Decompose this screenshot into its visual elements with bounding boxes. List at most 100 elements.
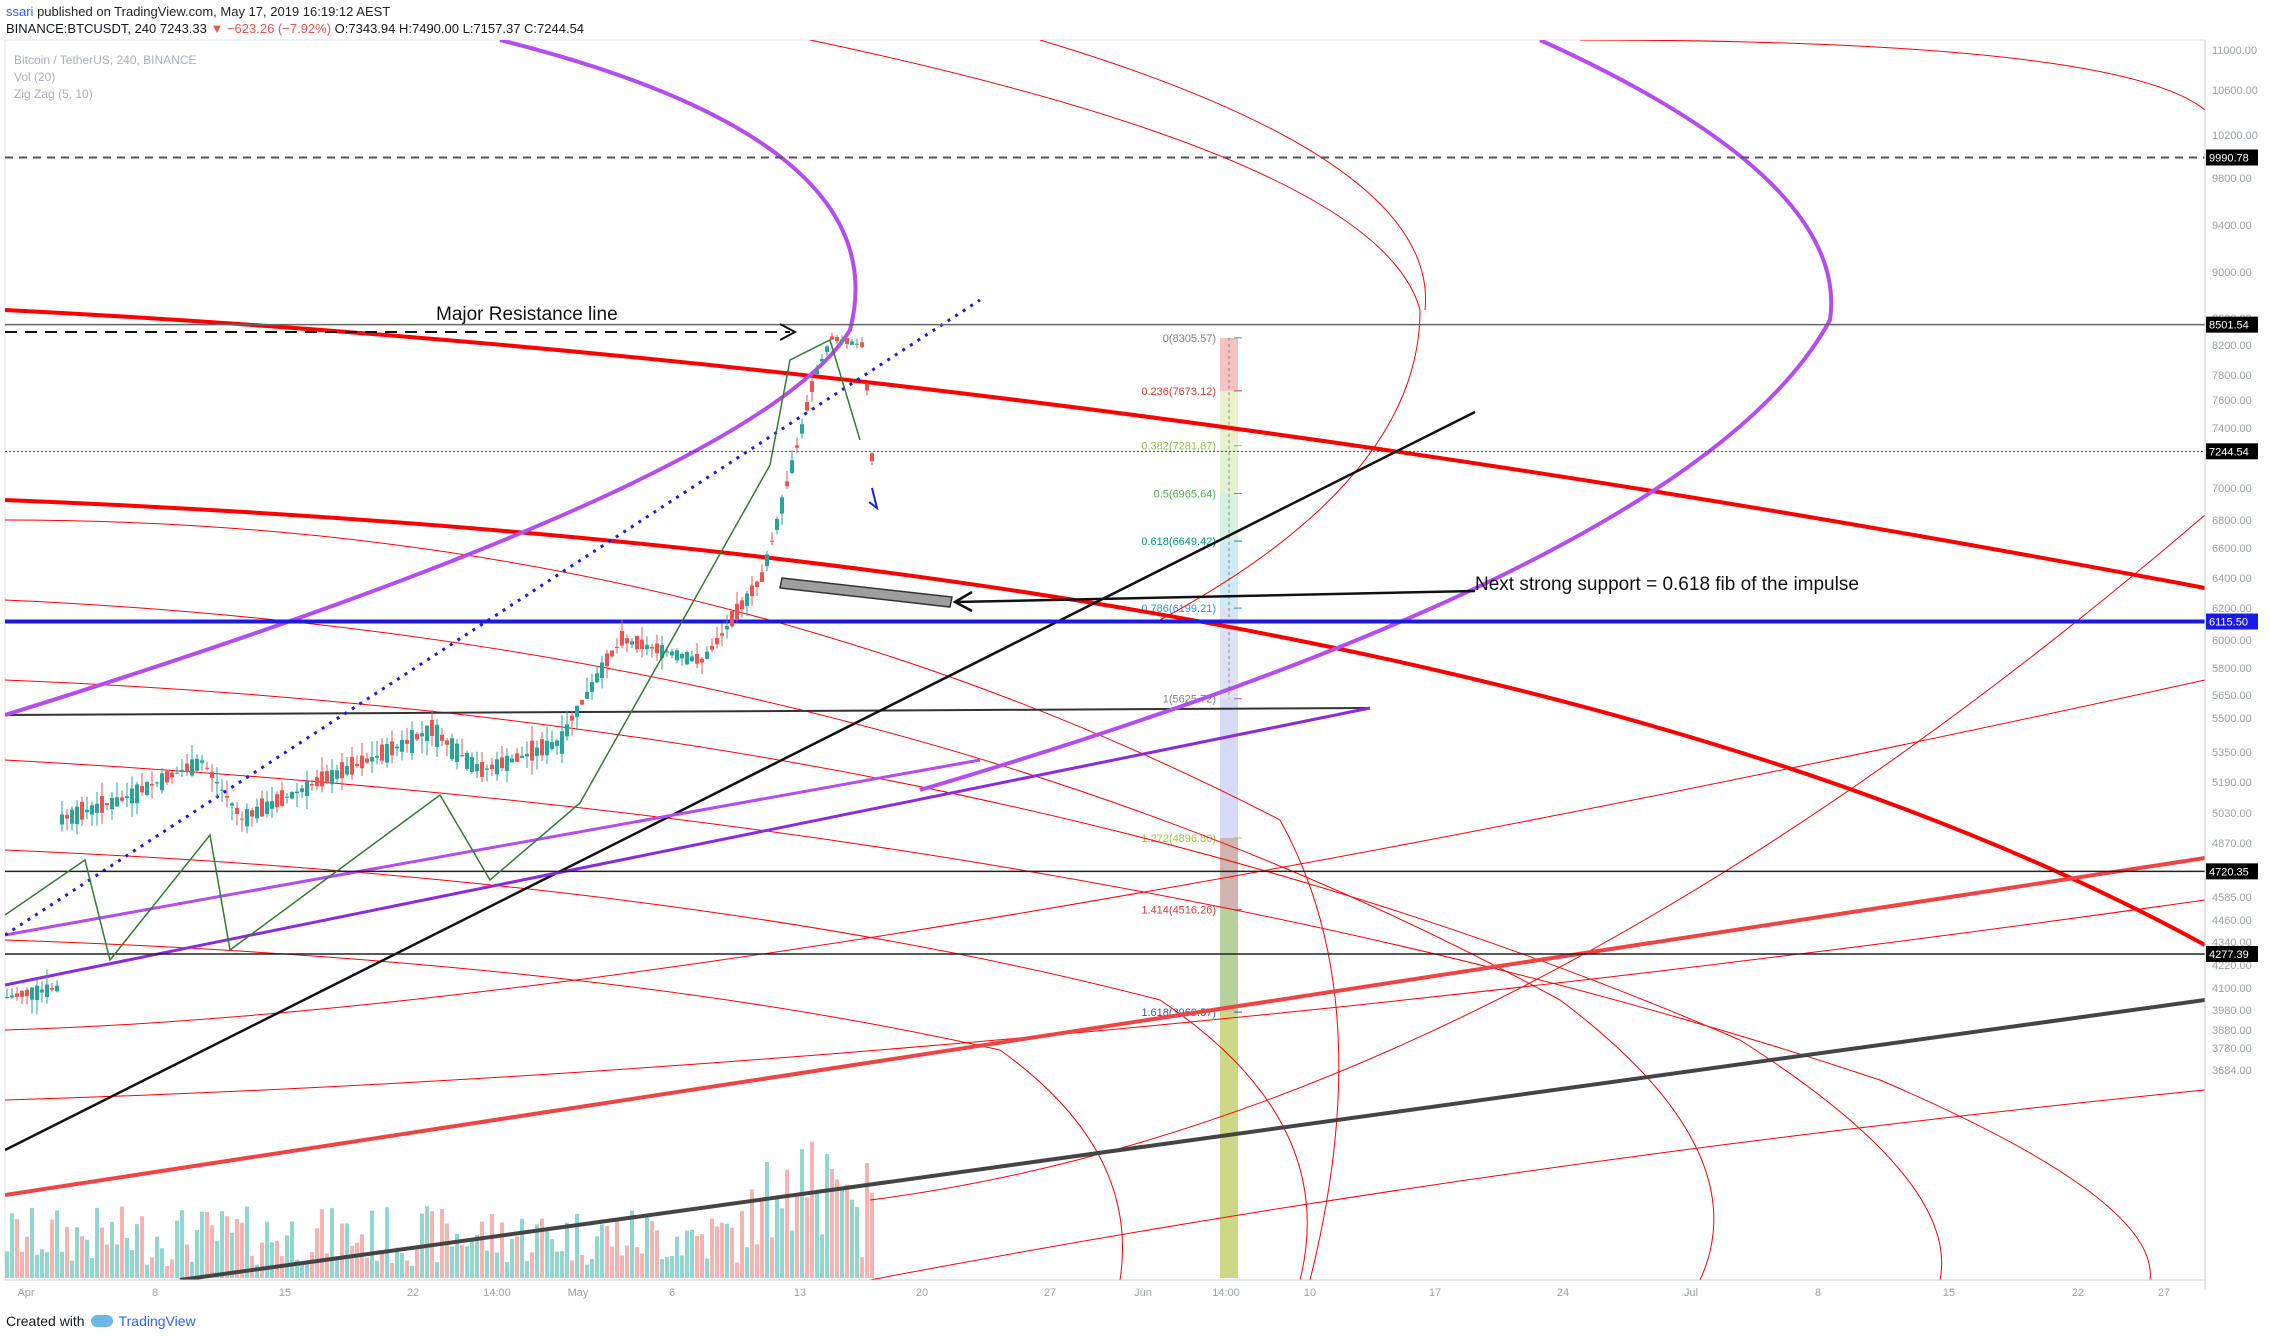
candle-body [620, 631, 624, 646]
volume-bar [845, 1184, 849, 1278]
y-tick-label: 5350.00 [2212, 747, 2252, 759]
candle-body [70, 809, 74, 824]
volume-bar [635, 1247, 639, 1278]
candle-body [705, 651, 709, 659]
candle-body [695, 653, 699, 664]
candle-body [440, 734, 444, 741]
candle-body [90, 805, 94, 815]
candle-body [570, 715, 574, 721]
candle-body [830, 336, 834, 340]
fan-arc-line [1039, 40, 1427, 311]
candle-body [215, 781, 219, 784]
volume-bar [855, 1207, 859, 1278]
candle-body [585, 691, 589, 699]
ohlc-text: O:7343.94 H:7490.00 L:7157.37 C:7244.54 [331, 21, 585, 36]
candle-body [490, 764, 494, 770]
candle-body [685, 652, 689, 665]
author-link[interactable]: ssari [6, 4, 34, 19]
y-tick-label: 6600.00 [2212, 543, 2252, 555]
candle-body [615, 646, 619, 648]
candle-body [350, 756, 354, 775]
candle-body [820, 358, 824, 362]
volume-bar [605, 1226, 609, 1278]
footer-brand-link[interactable]: TradingView [118, 1313, 196, 1329]
y-tick-label: 3684.00 [2212, 1065, 2252, 1077]
candle-body [390, 741, 394, 756]
volume-bar [390, 1262, 394, 1278]
candle-body [130, 788, 134, 804]
fan-arc-line [1579, 40, 2205, 111]
fan-arc-line [869, 514, 2205, 1201]
volume-bar [800, 1149, 804, 1278]
candle-body [645, 644, 649, 650]
x-tick-label: Jun [1134, 1287, 1152, 1299]
volume-bar [565, 1222, 569, 1278]
volume-bar [195, 1229, 199, 1278]
candle-body [325, 771, 329, 783]
x-tick-label: 24 [1557, 1287, 1569, 1299]
volume-bar [130, 1250, 134, 1278]
price-tag-3: 4720.35 [2209, 866, 2249, 878]
candle-body [305, 781, 309, 796]
candle-body [625, 638, 629, 644]
volume-bar [630, 1210, 634, 1278]
candle-body [270, 801, 274, 809]
candle-body [595, 673, 599, 683]
candle-body [750, 585, 754, 597]
volume-bar [485, 1250, 489, 1278]
candle-body [265, 801, 269, 815]
candle-body [780, 497, 784, 514]
candle-body [665, 651, 669, 653]
candle-body [600, 662, 604, 679]
change-text: ▼ −623.26 (−7.92%) [210, 21, 332, 36]
fib-level-label: 0.786(6199.21) [1141, 603, 1216, 615]
candle-body [445, 740, 449, 745]
candle-body [370, 756, 374, 762]
rising-black-trendline [5, 707, 1371, 716]
candle-body [400, 739, 404, 752]
volume-bar [30, 1207, 34, 1278]
volume-bar [790, 1230, 794, 1278]
volume-bar [715, 1226, 719, 1278]
candle-body [465, 752, 469, 769]
fan-arc-line [809, 40, 1421, 621]
volume-bar [140, 1216, 144, 1278]
candle-body [785, 481, 789, 487]
candle-body [295, 791, 299, 794]
volume-bar [90, 1258, 94, 1278]
volume-bar [20, 1251, 24, 1278]
candle-body [560, 731, 564, 754]
candle-body [5, 997, 9, 999]
candle-body [430, 719, 434, 736]
volume-bar [185, 1244, 189, 1278]
volume-bar [415, 1247, 419, 1278]
candle-body [155, 782, 159, 784]
fib-band [1220, 698, 1238, 838]
y-tick-label: 5650.00 [2212, 690, 2252, 702]
candle-body [260, 798, 264, 817]
plot-area[interactable] [4, 39, 2206, 1281]
volume-bar [385, 1207, 389, 1278]
candle-body [605, 653, 609, 667]
volume-bar [165, 1265, 169, 1278]
y-tick-label: 6200.00 [2212, 603, 2252, 615]
fan-arc-line [5, 759, 2151, 1280]
candle-body [720, 633, 724, 636]
volume-bar [645, 1217, 649, 1278]
candle-body [190, 759, 194, 776]
support-arrow-line [954, 589, 1476, 604]
blue-arrow-icon [868, 487, 879, 511]
fib-band [1220, 909, 1238, 1013]
lower-black-trendline [5, 410, 1476, 1152]
candle-body [770, 540, 774, 542]
candle-body [855, 343, 859, 345]
resistance-arc-lower [5, 498, 2205, 947]
candle-body [300, 788, 304, 792]
price-tag-2-bg [2206, 613, 2258, 630]
fib-level-label: 0(8305.57) [1163, 333, 1216, 345]
x-tick-label: 13 [794, 1287, 806, 1299]
fib-level-label: 1.414(4516.26) [1141, 905, 1216, 917]
candle-body [420, 733, 424, 737]
fib-band [1220, 445, 1238, 494]
